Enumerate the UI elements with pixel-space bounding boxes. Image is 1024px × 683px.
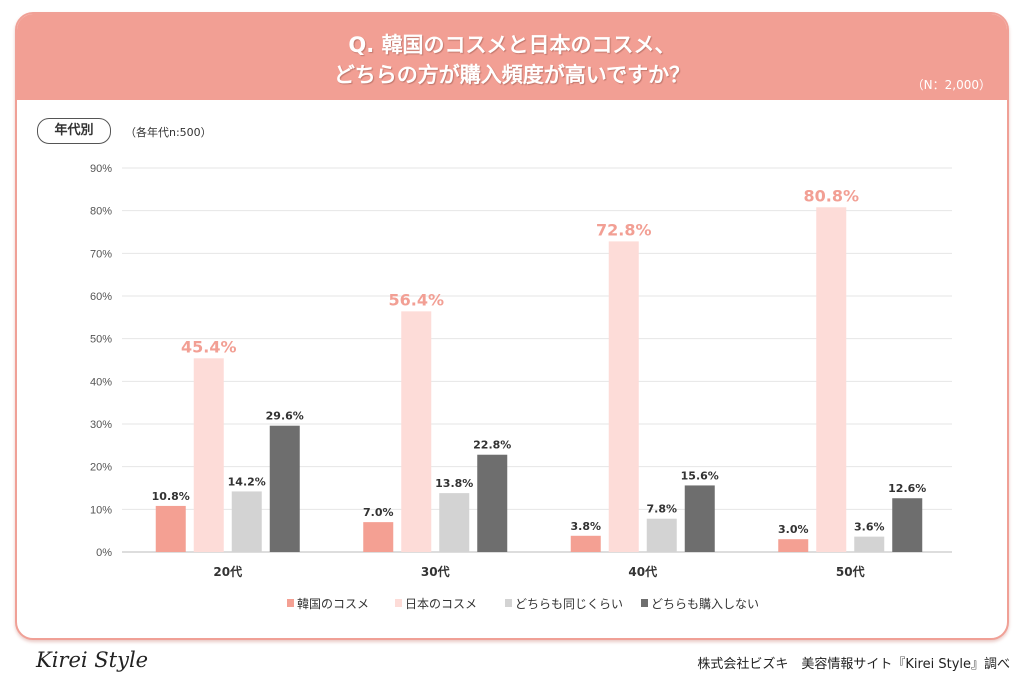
source-credit: 株式会社ビズキ 美容情報サイト『Kirei Style』調べ bbox=[697, 657, 1010, 672]
data-label: 14.2% bbox=[228, 475, 266, 488]
y-tick-label: 80% bbox=[90, 206, 112, 218]
segment-tag: 年代別 bbox=[37, 118, 111, 144]
data-label: 29.6% bbox=[266, 410, 304, 423]
question-title: Q. 韓国のコスメと日本のコスメ、 どちらの方が購入頻度が高いですか？ bbox=[17, 30, 1007, 90]
x-tick-label: 50代 bbox=[836, 564, 865, 579]
bar bbox=[477, 454, 508, 552]
data-label: 56.4% bbox=[388, 290, 444, 309]
bar bbox=[646, 518, 677, 552]
bar bbox=[363, 522, 394, 552]
bar bbox=[778, 539, 809, 552]
legend-swatch bbox=[287, 599, 294, 607]
bar bbox=[816, 207, 847, 552]
y-tick-label: 40% bbox=[90, 376, 112, 388]
data-label: 12.6% bbox=[888, 482, 926, 495]
bar bbox=[231, 491, 262, 552]
legend-swatch bbox=[505, 599, 512, 607]
bar bbox=[155, 505, 186, 552]
segment-note: （各年代n:500） bbox=[125, 126, 212, 139]
data-label: 7.8% bbox=[646, 503, 677, 516]
bar bbox=[570, 535, 601, 552]
y-tick-label: 90% bbox=[90, 163, 112, 175]
bar bbox=[854, 536, 885, 552]
legend-swatch bbox=[395, 599, 402, 607]
data-label: 3.8% bbox=[570, 520, 601, 533]
data-label: 13.8% bbox=[435, 477, 473, 490]
data-label: 45.4% bbox=[181, 337, 237, 356]
y-tick-label: 30% bbox=[90, 419, 112, 431]
sample-size: （N：2,000） bbox=[911, 78, 991, 92]
data-label: 80.8% bbox=[803, 186, 859, 205]
y-tick-label: 20% bbox=[90, 462, 112, 474]
y-tick-label: 70% bbox=[90, 248, 112, 260]
bar bbox=[193, 358, 224, 552]
data-label: 10.8% bbox=[152, 490, 190, 503]
bar bbox=[892, 498, 923, 552]
data-label: 7.0% bbox=[363, 506, 394, 519]
x-tick-label: 30代 bbox=[421, 564, 450, 579]
x-tick-label: 20代 bbox=[213, 564, 242, 579]
data-label: 22.8% bbox=[473, 439, 511, 452]
data-label: 3.0% bbox=[778, 523, 809, 536]
kirei-style-logo: Kirei Style bbox=[36, 648, 149, 672]
title-line-2: どちらの方が購入頻度が高いですか？ bbox=[333, 63, 691, 87]
legend-swatch bbox=[641, 599, 648, 607]
bar bbox=[269, 425, 300, 552]
legend-label: どちらも購入しない bbox=[651, 597, 759, 611]
title-line-1: Q. 韓国のコスメと日本のコスメ、 bbox=[348, 33, 676, 57]
y-tick-label: 50% bbox=[90, 334, 112, 346]
data-label: 3.6% bbox=[854, 521, 885, 534]
bar bbox=[608, 241, 639, 553]
legend-label: 韓国のコスメ bbox=[297, 597, 369, 611]
bar bbox=[684, 485, 715, 552]
bar bbox=[439, 493, 470, 552]
y-tick-label: 60% bbox=[90, 291, 112, 303]
data-label: 72.8% bbox=[596, 220, 652, 239]
bar bbox=[401, 311, 432, 552]
legend-label: どちらも同じくらい bbox=[515, 597, 623, 611]
y-tick-label: 0% bbox=[96, 547, 112, 559]
data-label: 15.6% bbox=[681, 469, 719, 482]
legend-label: 日本のコスメ bbox=[405, 597, 477, 611]
header-banner: Q. 韓国のコスメと日本のコスメ、 どちらの方が購入頻度が高いですか？ （N：2… bbox=[17, 14, 1007, 100]
x-tick-label: 40代 bbox=[628, 564, 657, 579]
y-tick-label: 10% bbox=[90, 504, 112, 516]
